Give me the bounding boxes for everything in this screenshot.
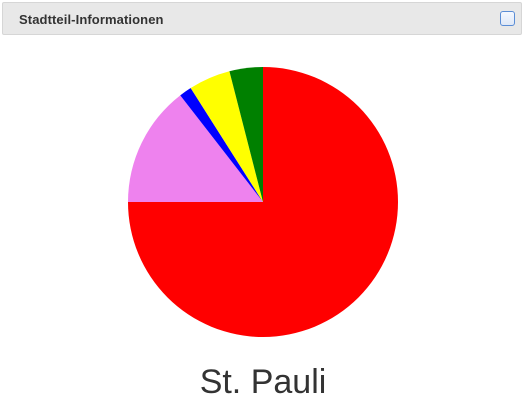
pie-slice-2[interactable] — [128, 95, 263, 202]
chart-area — [0, 40, 526, 410]
pie-chart — [128, 67, 398, 337]
chart-title: St. Pauli — [199, 363, 327, 401]
pie-slice-3[interactable] — [180, 88, 263, 202]
panel-title: Stadtteil-Informationen — [19, 12, 164, 27]
panel-toggle-checkbox[interactable] — [500, 11, 515, 26]
pie-slice-5[interactable] — [229, 67, 263, 202]
panel-header: Stadtteil-Informationen — [2, 2, 522, 35]
pie-slice-4[interactable] — [190, 71, 263, 202]
